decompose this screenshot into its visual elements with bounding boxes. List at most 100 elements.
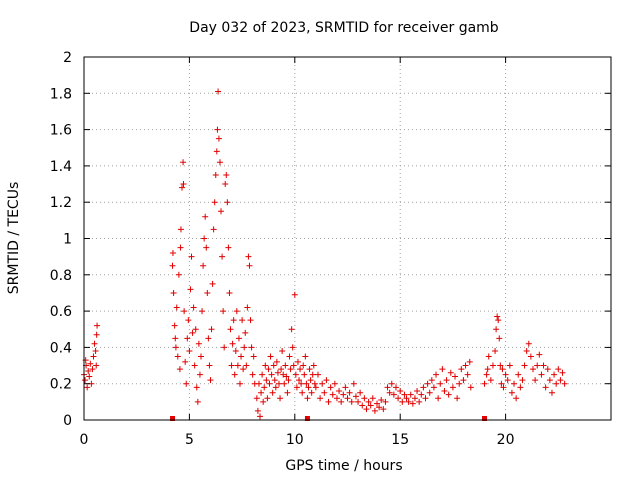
data-point (184, 335, 191, 342)
data-point (367, 402, 374, 409)
data-point (293, 384, 300, 391)
data-point (225, 244, 232, 251)
data-point (229, 340, 236, 347)
gap-marker (482, 416, 488, 421)
data-point (270, 362, 277, 369)
data-point (460, 377, 467, 384)
data-point (384, 384, 391, 391)
data-point (327, 384, 334, 391)
data-point (205, 335, 212, 342)
data-point (311, 380, 318, 387)
data-point (283, 373, 290, 380)
data-point (321, 389, 328, 396)
data-point (301, 371, 308, 378)
data-point (209, 280, 216, 287)
data-point (302, 353, 309, 360)
data-point (286, 353, 293, 360)
data-point (300, 362, 307, 369)
data-point (454, 395, 461, 402)
data-point (287, 366, 294, 373)
data-point (305, 384, 312, 391)
data-point (282, 362, 289, 369)
data-point (239, 317, 246, 324)
data-point (515, 371, 522, 378)
data-point (218, 208, 225, 215)
data-point (271, 377, 278, 384)
data-point (536, 351, 543, 358)
x-tick-labels: 0 5 10 15 20 (80, 432, 515, 448)
data-point (548, 389, 555, 396)
data-point (312, 384, 319, 391)
data-point (288, 326, 295, 333)
data-point (494, 313, 501, 320)
data-points (81, 88, 568, 420)
data-point (199, 308, 206, 315)
data-point (255, 380, 262, 387)
data-point (390, 391, 397, 398)
y-tick-label: 0.4 (50, 340, 72, 356)
data-point (224, 199, 231, 206)
data-point (172, 344, 179, 351)
data-point (191, 362, 198, 369)
data-point (208, 326, 215, 333)
data-point (259, 371, 266, 378)
data-point (557, 377, 564, 384)
data-point (257, 413, 264, 420)
data-point (527, 353, 534, 360)
data-point (238, 353, 245, 360)
data-point (443, 377, 450, 384)
data-point (456, 380, 463, 387)
data-point (388, 380, 395, 387)
data-point (447, 369, 454, 376)
x-tick-label: 10 (286, 432, 304, 448)
data-point (487, 377, 494, 384)
data-point (242, 329, 249, 336)
data-point (495, 317, 502, 324)
data-point (183, 380, 190, 387)
data-point (500, 384, 507, 391)
data-point (435, 395, 442, 402)
data-point (236, 380, 243, 387)
x-tick-label: 5 (185, 432, 194, 448)
data-point (544, 366, 551, 373)
data-point (430, 384, 437, 391)
data-point (532, 377, 539, 384)
data-point (230, 317, 237, 324)
data-point (228, 362, 235, 369)
data-point (279, 348, 286, 355)
data-point (89, 366, 96, 373)
data-point (267, 353, 274, 360)
data-point (292, 371, 299, 378)
data-point (258, 389, 265, 396)
data-point (386, 389, 393, 396)
data-point (437, 380, 444, 387)
data-point (185, 317, 192, 324)
data-point (215, 88, 222, 95)
axis-ticks (83, 56, 611, 421)
data-point (307, 377, 314, 384)
gap-marker (170, 416, 176, 421)
y-tick-label: 0.6 (50, 304, 72, 320)
data-point (241, 344, 248, 351)
data-point (281, 380, 288, 387)
data-point (409, 400, 416, 407)
data-point (87, 360, 94, 367)
data-point (201, 235, 208, 242)
data-point (192, 326, 199, 333)
data-point (254, 407, 261, 414)
data-point (169, 262, 176, 269)
data-point (378, 397, 385, 404)
data-point (223, 171, 230, 178)
data-point (304, 395, 311, 402)
data-point (521, 362, 528, 369)
data-point (395, 395, 402, 402)
data-point (340, 391, 347, 398)
data-point (357, 389, 364, 396)
y-tick-label: 1.2 (50, 195, 72, 211)
data-point (359, 402, 366, 409)
data-point (277, 395, 284, 402)
data-point (268, 371, 275, 378)
grid (84, 57, 611, 420)
data-point (93, 331, 100, 338)
y-tick-label: 1 (63, 232, 72, 248)
